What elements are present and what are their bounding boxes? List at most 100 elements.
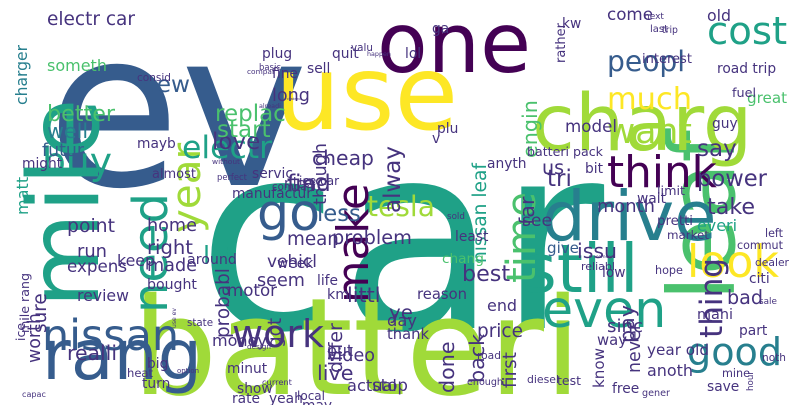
- word-matt: matt: [13, 176, 32, 215]
- word-part: part: [739, 323, 768, 339]
- word-state: state: [187, 317, 214, 329]
- word-review: review: [77, 286, 129, 305]
- word-basic: basic: [259, 62, 281, 72]
- word-interest: interest: [642, 52, 692, 67]
- word-give: give: [547, 239, 579, 257]
- word-perfect: perfect: [217, 172, 247, 182]
- word-save: save: [707, 379, 740, 395]
- word-might: might: [22, 156, 63, 172]
- word-thing: thing: [694, 257, 730, 338]
- word-chademo: chademo: [287, 97, 301, 101]
- word-capac: capac: [22, 389, 46, 399]
- word-stop: stop: [372, 376, 408, 395]
- word-may: may: [302, 399, 332, 405]
- word-much: much: [607, 82, 693, 117]
- word-keep: keep: [117, 251, 155, 270]
- word-road-trip: road trip: [717, 61, 777, 77]
- word-current: current: [262, 377, 292, 387]
- word-problem: problem: [332, 226, 412, 249]
- word-peopl: peopl: [607, 45, 686, 78]
- word-someon: someon: [596, 255, 614, 260]
- word-car: car: [197, 89, 605, 390]
- word-wait: wait: [637, 191, 666, 207]
- word-consid: consid: [137, 72, 171, 84]
- word-go: go: [257, 183, 321, 242]
- word-find: find: [287, 171, 331, 197]
- word-month: month: [597, 196, 655, 217]
- word-big: big: [147, 356, 169, 372]
- word-guy: guy: [712, 116, 738, 132]
- word-model: model: [565, 116, 618, 136]
- word-buy: buy: [42, 139, 112, 183]
- word-made: made: [147, 256, 197, 276]
- word-km: km: [327, 287, 350, 303]
- word-alway: alway: [380, 145, 406, 213]
- word-reliabl: reliabl: [581, 260, 615, 273]
- word-run: run: [77, 241, 107, 262]
- word-put: put: [327, 341, 353, 360]
- word-price: price: [477, 321, 523, 342]
- word-cloud-frame: car ev batteri use one leaf mile charg drive stil…: [7, 0, 789, 405]
- word-ice: ice: [13, 322, 28, 341]
- word-happen: happen: [367, 50, 391, 58]
- word-replac: replac: [215, 101, 286, 127]
- word-lot: lot: [203, 241, 236, 270]
- word-turn: turn: [142, 376, 171, 392]
- word-good: good: [687, 330, 783, 374]
- word-batteri: batteri: [132, 269, 582, 405]
- word-bad: bad: [727, 286, 764, 309]
- word-actual: actual: [347, 376, 397, 395]
- word-futur: futur: [42, 141, 85, 161]
- word-cost: cost: [707, 9, 788, 54]
- word-end: end: [487, 296, 518, 315]
- word-someth: someth: [47, 56, 107, 75]
- word-tri: tri: [547, 166, 572, 192]
- word-citi: citi: [749, 271, 770, 287]
- word-plug: plug: [262, 46, 293, 62]
- word-diesel: diesel: [527, 373, 559, 386]
- word-ev: ev: [47, 0, 309, 237]
- word-year-old: year old: [647, 341, 709, 359]
- word-left: left: [765, 227, 783, 240]
- word-sell: sell: [307, 61, 331, 77]
- word-work: work: [232, 312, 324, 356]
- word-love: love: [212, 129, 261, 155]
- word-sold: sold: [447, 212, 465, 222]
- word-seem: seem: [257, 271, 305, 291]
- word-lol: lol: [405, 46, 422, 62]
- word-expens: expens: [67, 256, 128, 276]
- word-kw: kw: [562, 16, 582, 32]
- word-right: right: [147, 236, 193, 259]
- word-ga: ga: [432, 21, 450, 37]
- word-yeah: yeah: [269, 391, 303, 405]
- word-nice: nice: [284, 176, 313, 192]
- word-vehicl: vehicl: [267, 251, 317, 271]
- word-better: better: [47, 101, 116, 127]
- word-market: market: [667, 228, 709, 242]
- word-reason: reason: [417, 286, 468, 303]
- word-everi: everi: [697, 216, 738, 235]
- word-chang: chang: [442, 251, 484, 267]
- word-pay: pay: [615, 304, 639, 343]
- word-last: last: [650, 24, 669, 35]
- word-rang: rang: [42, 315, 203, 396]
- word-way: way: [597, 331, 628, 349]
- word-live: live: [317, 361, 354, 385]
- word-hope: hope: [655, 264, 683, 277]
- word-see: see: [522, 211, 552, 231]
- word-tesla: tesla: [367, 190, 435, 223]
- word-sure: sure: [30, 293, 51, 333]
- word-design: design: [247, 342, 271, 351]
- word-done: done: [435, 341, 459, 393]
- word-mayb: mayb: [137, 136, 176, 152]
- word-motor: motor: [227, 281, 277, 300]
- word-look: look: [687, 237, 780, 288]
- word-life: life: [317, 273, 339, 289]
- word-local: local: [297, 389, 325, 403]
- word-use-ev: use ev: [171, 308, 178, 328]
- word-rather: rather: [554, 23, 569, 63]
- word-mine: mine: [722, 367, 750, 380]
- word-enough: enough: [467, 377, 503, 388]
- word-free: free: [612, 381, 640, 397]
- word-first: first: [500, 352, 521, 388]
